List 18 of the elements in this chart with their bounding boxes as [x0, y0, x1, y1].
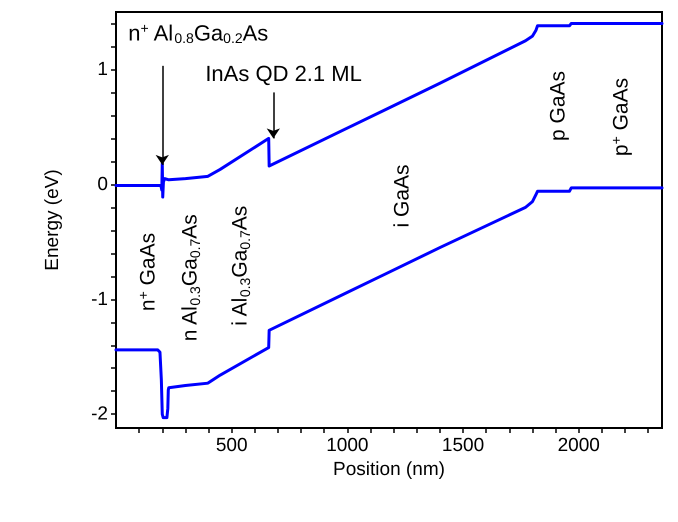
y-tick-label: 0	[97, 174, 108, 195]
annotation: n+ GaAs	[135, 232, 160, 312]
x-tick-label: 1000	[326, 435, 368, 456]
x-tick-label: 1500	[442, 435, 484, 456]
annotation: p+ GaAs	[608, 78, 632, 156]
annotation: n Al0.3Ga0.7As	[178, 214, 203, 342]
x-tick-label: 2000	[558, 435, 600, 456]
annotation: i GaAs	[390, 164, 414, 228]
y-tick-label: -1	[91, 288, 108, 310]
annotation: p GaAs	[546, 70, 570, 142]
x-tick-label: 500	[216, 435, 248, 456]
y-tick-label: 1	[97, 58, 108, 80]
y-tick-label: -2	[91, 404, 108, 425]
annotation: i Al0.3Ga0.7As	[228, 206, 253, 326]
x-axis-title: Position (nm)	[333, 459, 445, 480]
annotation: InAs QD 2.1 ML	[205, 60, 362, 86]
y-axis-title: Energy (eV)	[42, 169, 63, 271]
annotation: n+ Al0.8Ga0.2As	[128, 20, 268, 46]
